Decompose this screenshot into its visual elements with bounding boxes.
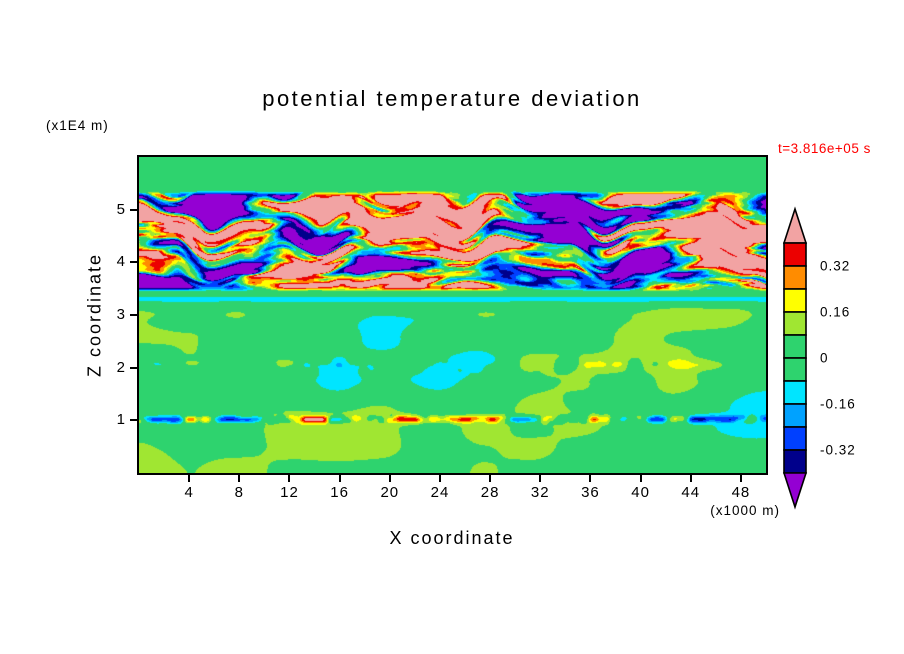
colorbar-segment	[783, 380, 807, 405]
colorbar-tick-label: 0	[820, 351, 829, 366]
colorbar-segment	[783, 357, 807, 382]
z-tick-label: 1	[116, 411, 126, 429]
time-annotation: t=3.816e+05 s	[778, 141, 871, 156]
x-tick	[238, 475, 241, 482]
x-tick-label: 8	[234, 484, 244, 501]
z-tick-label: 4	[116, 253, 126, 271]
colorbar-segment	[783, 403, 807, 428]
x-tick-label: 48	[731, 484, 751, 501]
x-tick-label: 20	[380, 484, 400, 501]
y-axis-units: (x1E4 m)	[46, 118, 109, 133]
x-tick-label: 24	[430, 484, 450, 501]
x-tick	[438, 475, 441, 482]
colorbar: 0.32 0.16 0 -0.16 -0.32	[782, 206, 856, 510]
x-tick-label: 32	[530, 484, 550, 501]
x-tick	[739, 475, 742, 482]
plot-area	[137, 155, 768, 475]
x-tick-label: 36	[581, 484, 600, 501]
x-tick	[639, 475, 642, 482]
x-tick	[288, 475, 291, 482]
x-tick-label: 16	[330, 484, 349, 501]
x-tick	[689, 475, 692, 482]
x-tick	[388, 475, 391, 482]
chart-title: potential temperature deviation	[262, 86, 642, 111]
x-tick	[489, 475, 492, 482]
colorbar-segment	[783, 426, 807, 451]
x-tick-label: 4	[184, 484, 194, 501]
colorbar-segment	[783, 242, 807, 267]
z-tick	[130, 261, 137, 264]
z-tick-label: 3	[116, 306, 126, 323]
colorbar-arrow-low	[782, 472, 808, 510]
z-tick	[130, 208, 137, 211]
colorbar-tick-label: 0.32	[820, 259, 850, 274]
x-tick	[589, 475, 592, 482]
x-tick	[188, 475, 191, 482]
colorbar-tick-label: -0.16	[820, 397, 856, 412]
colorbar-segment	[783, 334, 807, 359]
colorbar-tick-label: -0.32	[820, 443, 856, 458]
x-tick	[338, 475, 341, 482]
x-tick-label: 40	[631, 484, 650, 501]
z-tick	[130, 314, 137, 316]
colorbar-arrow-high	[782, 206, 808, 244]
colorbar-segment	[783, 288, 807, 313]
x-tick-label: 28	[480, 484, 500, 501]
colorbar-segment	[783, 311, 807, 336]
x-axis-label: X coordinate	[389, 528, 515, 548]
x-tick-label: 12	[280, 484, 299, 501]
contour-field-canvas	[139, 157, 766, 473]
x-tick-label: 44	[681, 484, 701, 501]
colorbar-tick-label: 0.16	[820, 305, 850, 320]
x-tick	[539, 475, 542, 482]
colorbar-segment	[783, 449, 807, 474]
z-tick-label: 5	[116, 200, 126, 218]
x-axis-units: (x1000 m)	[710, 503, 780, 518]
z-tick	[130, 366, 137, 369]
z-tick	[130, 419, 137, 422]
colorbar-segment	[783, 265, 807, 290]
z-tick-label: 2	[116, 358, 126, 376]
